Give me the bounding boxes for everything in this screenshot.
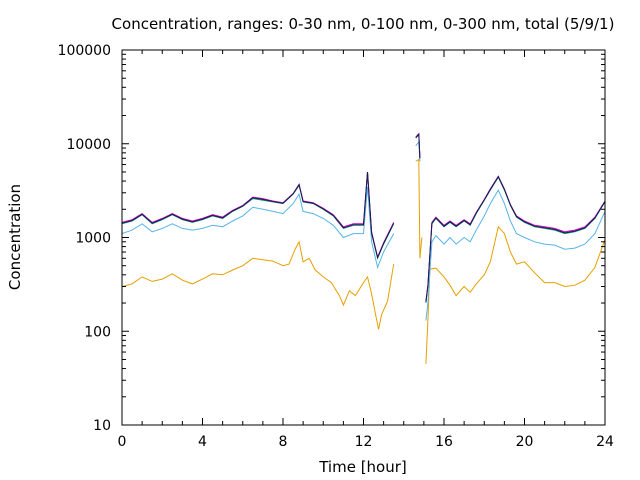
x-tick-label: 16 (435, 434, 453, 450)
series-line-0 (415, 158, 423, 259)
series-line-0 (121, 240, 395, 330)
y-tick-label: 1000 (75, 231, 111, 247)
y-tick-label: 10 (93, 418, 111, 434)
y-tick-label: 100 (84, 324, 111, 340)
series-line-4 (121, 171, 395, 260)
y-axis-label: Concentration (6, 184, 24, 290)
series-line-1 (121, 186, 395, 270)
y-tick-label: 10000 (66, 137, 111, 153)
series-line-4 (425, 175, 606, 303)
x-tick-label: 12 (355, 434, 373, 450)
x-axis-label: Time [hour] (318, 458, 407, 476)
series-line-4 (415, 133, 421, 159)
series-line-3 (425, 175, 606, 302)
series-line-0 (425, 225, 606, 364)
axis-ticks: 0 4 8 12 16 20 24 10 100 1000 10000 100000 (58, 43, 614, 450)
y-tick-label: 100000 (58, 43, 111, 59)
x-tick-label: 4 (198, 434, 207, 450)
x-tick-label: 24 (596, 434, 614, 450)
x-tick-label: 20 (516, 434, 534, 450)
chart-title: Concentration, ranges: 0-30 nm, 0-100 nm… (112, 15, 615, 33)
x-tick-label: 8 (279, 434, 288, 450)
plot-frame (121, 49, 606, 426)
series-line-1 (425, 189, 606, 321)
x-tick-label: 0 (118, 434, 127, 450)
series-line-3 (121, 171, 395, 259)
plot-series (121, 132, 606, 364)
series-line-2 (121, 171, 395, 260)
